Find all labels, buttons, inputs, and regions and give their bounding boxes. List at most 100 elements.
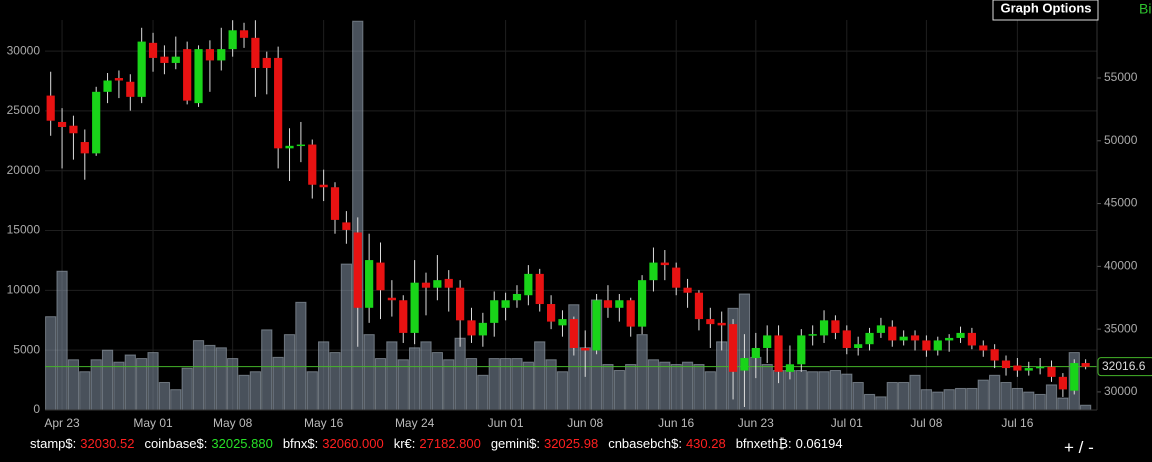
candle-layer bbox=[45, 20, 1097, 407]
volume-bar bbox=[818, 371, 830, 411]
candle-body bbox=[899, 336, 908, 341]
candle-body bbox=[399, 300, 408, 333]
volume-bar bbox=[716, 341, 728, 411]
volume-bar bbox=[522, 361, 534, 411]
ticker-label: coinbase$: bbox=[144, 436, 208, 451]
candle-body bbox=[1047, 366, 1056, 377]
candle-body bbox=[581, 347, 590, 351]
volume-bar bbox=[90, 359, 102, 411]
x-tick-label: Apr 23 bbox=[44, 416, 80, 430]
candle-body bbox=[1036, 366, 1045, 369]
y2-tick-label: 45000 bbox=[1104, 196, 1138, 210]
volume-bar bbox=[1057, 397, 1069, 411]
volume-bar bbox=[625, 364, 637, 411]
volume-bar bbox=[841, 373, 853, 411]
volume-bar bbox=[977, 379, 989, 411]
graph-options-label[interactable]: Graph Options bbox=[1001, 0, 1092, 15]
ticker-bar: stamp$: 32030.52 coinbase$: 32025.880 bfnx$:… bbox=[30, 436, 843, 454]
volume-bar bbox=[79, 371, 91, 411]
candle-body bbox=[797, 335, 806, 365]
zoom-control[interactable]: + / - bbox=[1064, 438, 1094, 457]
candle-body bbox=[683, 287, 692, 293]
candle-body bbox=[296, 144, 305, 147]
candle-body bbox=[478, 322, 487, 336]
y2-tick-label: 55000 bbox=[1104, 70, 1138, 84]
candle-body bbox=[342, 222, 351, 230]
volume-bar bbox=[67, 359, 80, 411]
graph-options-button[interactable] bbox=[992, 0, 1099, 21]
candle-body bbox=[421, 282, 431, 288]
ticker-price: 32025.98 bbox=[543, 436, 599, 451]
candle-body bbox=[649, 262, 658, 281]
candle-body bbox=[274, 57, 283, 149]
volume-bar bbox=[647, 359, 660, 411]
candle-body bbox=[239, 30, 249, 38]
x-tick-label: Jul 08 bbox=[910, 416, 942, 430]
candle-body bbox=[183, 49, 192, 101]
candle-body bbox=[876, 325, 886, 333]
ticker: bfnxeth₿: 0.06194 bbox=[736, 436, 843, 454]
volume-bar bbox=[477, 374, 489, 411]
volume-bar bbox=[636, 334, 648, 411]
candle-body bbox=[615, 300, 624, 308]
candle-body bbox=[831, 320, 840, 333]
candle-body bbox=[979, 345, 988, 351]
volume-bar bbox=[1034, 393, 1046, 411]
last-price-box bbox=[1097, 357, 1152, 377]
x-tick-label: Jun 16 bbox=[658, 416, 694, 430]
candle-body bbox=[547, 304, 556, 322]
x-tick-label: Jun 23 bbox=[738, 416, 774, 430]
ticker-price: 32060.000 bbox=[322, 436, 384, 451]
candle-body bbox=[114, 78, 124, 81]
ticker-price: 430.28 bbox=[685, 436, 726, 451]
volume-bar bbox=[238, 374, 250, 411]
candle-body bbox=[410, 282, 419, 333]
candle-body bbox=[1024, 368, 1033, 371]
volume-bar bbox=[147, 352, 159, 411]
volume-bar bbox=[283, 334, 296, 411]
x-tick-label: May 24 bbox=[395, 416, 435, 430]
candle-body bbox=[285, 145, 294, 149]
volume-bar bbox=[1080, 404, 1092, 411]
volume-bar bbox=[454, 337, 466, 411]
volume-bar bbox=[386, 341, 398, 411]
volume-bar bbox=[602, 364, 614, 411]
candle-body bbox=[888, 326, 897, 341]
volume-bar bbox=[329, 352, 341, 411]
y-tick-label: 25000 bbox=[7, 103, 41, 117]
volume-bar bbox=[204, 344, 216, 411]
volume-bar bbox=[1011, 387, 1024, 411]
last-price-label: 32016.6 bbox=[1102, 359, 1146, 373]
ticker-price: 0.06194 bbox=[795, 436, 843, 451]
volume-bar bbox=[920, 389, 933, 411]
y-tick-label: 10000 bbox=[7, 283, 41, 297]
x-tick-label: May 16 bbox=[304, 416, 344, 430]
candle-body bbox=[228, 30, 237, 50]
candle-body bbox=[126, 81, 135, 97]
candle-body bbox=[592, 300, 601, 351]
candle-body bbox=[524, 273, 533, 296]
candle-body bbox=[205, 49, 215, 61]
candle-body bbox=[910, 335, 920, 341]
candle-body bbox=[740, 358, 749, 371]
candle-body bbox=[160, 56, 169, 63]
volume-bar bbox=[863, 393, 876, 411]
candle-body bbox=[330, 187, 340, 220]
candle-body bbox=[69, 125, 78, 134]
volume-bar bbox=[681, 361, 694, 411]
candle-body bbox=[854, 344, 863, 348]
y-tick-label: 20000 bbox=[7, 163, 41, 177]
ticker-price: 32030.52 bbox=[80, 436, 135, 451]
candle-body bbox=[1001, 360, 1011, 369]
x-tick-label: Jul 16 bbox=[1001, 416, 1033, 430]
volume-bar bbox=[534, 341, 546, 411]
volume-bar bbox=[1000, 381, 1012, 411]
candle-body bbox=[308, 144, 317, 185]
candle-body bbox=[569, 319, 578, 348]
candle-body bbox=[717, 322, 726, 326]
candle-body bbox=[694, 292, 704, 320]
ticker-label: kr€: bbox=[393, 436, 416, 451]
candle-body bbox=[387, 297, 396, 301]
